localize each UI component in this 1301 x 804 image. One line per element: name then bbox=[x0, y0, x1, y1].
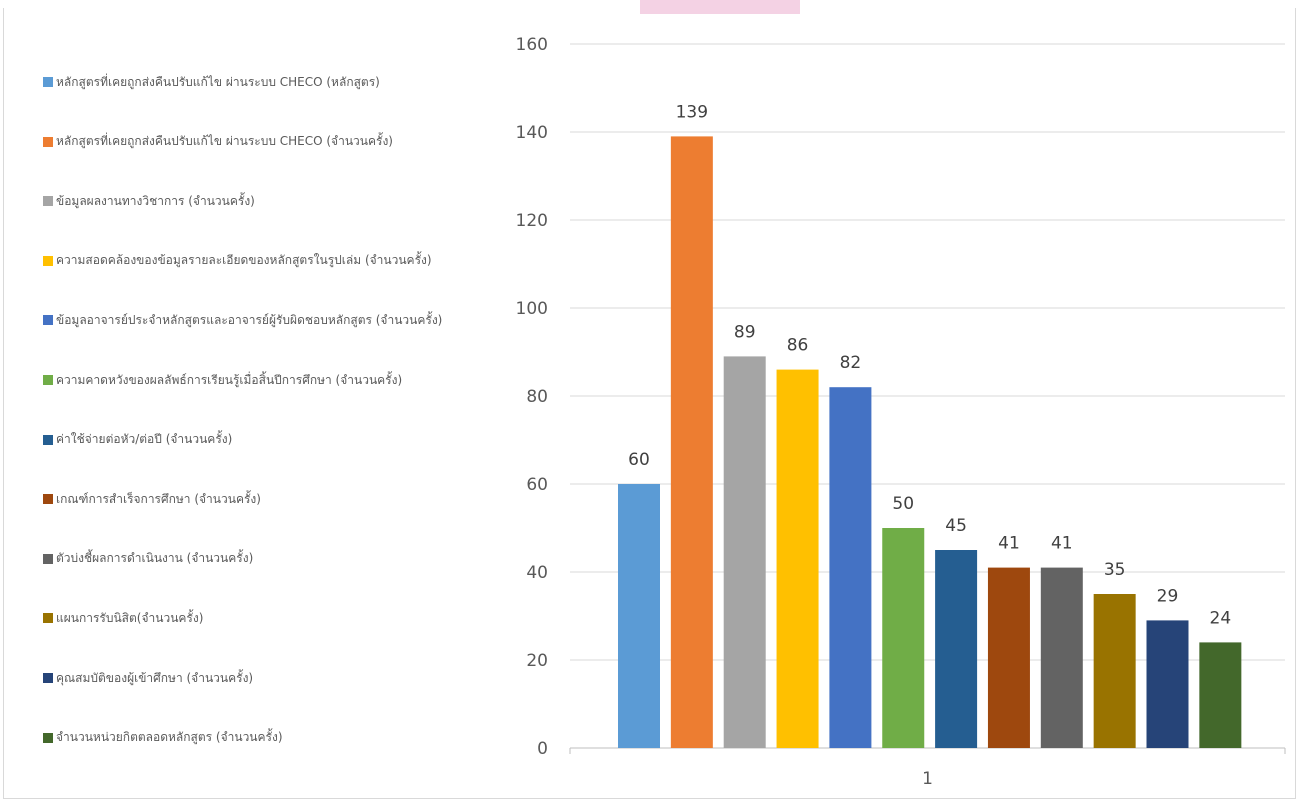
y-tick-label: 80 bbox=[526, 387, 548, 407]
legend-label: หลักสูตรที่เคยถูกส่งคืนปรับแก้ไข ผ่านระบ… bbox=[56, 74, 380, 89]
legend-swatch bbox=[43, 375, 53, 385]
legend-swatch bbox=[43, 315, 53, 326]
legend-item: ค่าใช้จ่ายต่อหัว/ต่อปี (จำนวนครั้ง) bbox=[43, 430, 232, 450]
bar bbox=[1146, 620, 1189, 748]
top-decoration-strip bbox=[640, 0, 800, 14]
legend-label: หลักสูตรที่เคยถูกส่งคืนปรับแก้ไข ผ่านระบ… bbox=[56, 134, 393, 149]
y-tick-label: 120 bbox=[516, 211, 548, 231]
bar-data-label: 89 bbox=[734, 322, 756, 342]
bar-data-label: 50 bbox=[892, 494, 914, 514]
legend-swatch bbox=[43, 732, 53, 743]
legend-swatch bbox=[43, 553, 53, 564]
bar bbox=[1093, 594, 1136, 748]
bar bbox=[723, 356, 766, 748]
y-tick-label: 40 bbox=[526, 563, 548, 583]
bar bbox=[882, 528, 925, 748]
y-tick-label: 160 bbox=[516, 35, 548, 55]
bar-data-label: 35 bbox=[1104, 560, 1126, 580]
legend-label: ความคาดหวังของผลลัพธ์การเรียนรู้เมื่อสิ้… bbox=[56, 372, 403, 387]
legend-label: ตัวบ่งชี้ผลการดำเนินงาน (จำนวนครั้ง) bbox=[56, 551, 254, 566]
legend-label: แผนการรับนิสิต(จำนวนครั้ง) bbox=[56, 610, 204, 625]
legend-label: จำนวนหน่วยกิตตลอดหลักสูตร (จำนวนครั้ง) bbox=[56, 730, 283, 745]
bar bbox=[935, 550, 978, 748]
x-category-label: 1 bbox=[922, 769, 933, 789]
legend-swatch bbox=[43, 77, 53, 87]
y-tick-label: 60 bbox=[526, 475, 548, 495]
legend-item: ข้อมูลผลงานทางวิชาการ (จำนวนครั้ง) bbox=[43, 191, 255, 211]
legend-label: ความสอดคล้องของข้อมูลรายละเอียดของหลักสู… bbox=[56, 253, 432, 268]
legend-item: ตัวบ่งชี้ผลการดำเนินงาน (จำนวนครั้ง) bbox=[43, 549, 253, 569]
bar-data-label: 60 bbox=[628, 450, 650, 470]
legend-swatch bbox=[43, 136, 53, 147]
legend-item: จำนวนหน่วยกิตตลอดหลักสูตร (จำนวนครั้ง) bbox=[43, 728, 283, 748]
legend-item: เกณฑ์การสำเร็จการศึกษา (จำนวนครั้ง) bbox=[43, 489, 261, 509]
y-tick-label: 0 bbox=[537, 739, 548, 759]
bar bbox=[1199, 642, 1242, 748]
legend-swatch bbox=[43, 196, 53, 207]
legend-label: คุณสมบัติของผู้เข้าศึกษา (จำนวนครั้ง) bbox=[56, 670, 254, 685]
legend-swatch bbox=[43, 434, 53, 445]
bar-data-label: 24 bbox=[1210, 608, 1232, 628]
legend-label: เกณฑ์การสำเร็จการศึกษา (จำนวนครั้ง) bbox=[56, 491, 261, 506]
bar bbox=[987, 567, 1030, 748]
legend-item: คุณสมบัติของผู้เข้าศึกษา (จำนวนครั้ง) bbox=[43, 668, 253, 688]
legend-item: หลักสูตรที่เคยถูกส่งคืนปรับแก้ไข ผ่านระบ… bbox=[43, 72, 380, 92]
legend-item: ความสอดคล้องของข้อมูลรายละเอียดของหลักสู… bbox=[43, 251, 432, 271]
y-tick-label: 100 bbox=[516, 299, 548, 319]
legend-swatch bbox=[43, 613, 53, 624]
legend-item: แผนการรับนิสิต(จำนวนครั้ง) bbox=[43, 608, 203, 628]
legend-item: ข้อมูลอาจารย์ประจำหลักสูตรและอาจารย์ผู้ร… bbox=[43, 310, 442, 330]
bar-data-label: 41 bbox=[998, 534, 1020, 554]
bar bbox=[670, 136, 713, 748]
legend-swatch bbox=[43, 494, 53, 505]
bar-data-label: 82 bbox=[840, 353, 862, 373]
bar-data-label: 45 bbox=[945, 516, 967, 536]
bar-data-label: 86 bbox=[787, 336, 809, 356]
bar-data-label: 139 bbox=[676, 102, 708, 122]
legend-label: ค่าใช้จ่ายต่อหัว/ต่อปี (จำนวนครั้ง) bbox=[56, 432, 233, 447]
legend-item: ความคาดหวังของผลลัพธ์การเรียนรู้เมื่อสิ้… bbox=[43, 370, 402, 390]
legend-item: หลักสูตรที่เคยถูกส่งคืนปรับแก้ไข ผ่านระบ… bbox=[43, 132, 393, 152]
legend-label: ข้อมูลผลงานทางวิชาการ (จำนวนครั้ง) bbox=[56, 193, 255, 208]
legend-swatch bbox=[43, 673, 53, 683]
legend-swatch bbox=[43, 255, 53, 266]
bar bbox=[1040, 567, 1083, 748]
bar bbox=[829, 387, 872, 748]
y-tick-label: 140 bbox=[516, 123, 548, 143]
bar-data-label: 41 bbox=[1051, 534, 1073, 554]
legend-label: ข้อมูลอาจารย์ประจำหลักสูตรและอาจารย์ผู้ร… bbox=[56, 312, 443, 327]
bar bbox=[776, 369, 819, 748]
y-tick-label: 20 bbox=[526, 651, 548, 671]
chart-frame bbox=[3, 8, 1296, 799]
bar bbox=[618, 484, 660, 748]
bar-data-label: 29 bbox=[1157, 586, 1179, 606]
